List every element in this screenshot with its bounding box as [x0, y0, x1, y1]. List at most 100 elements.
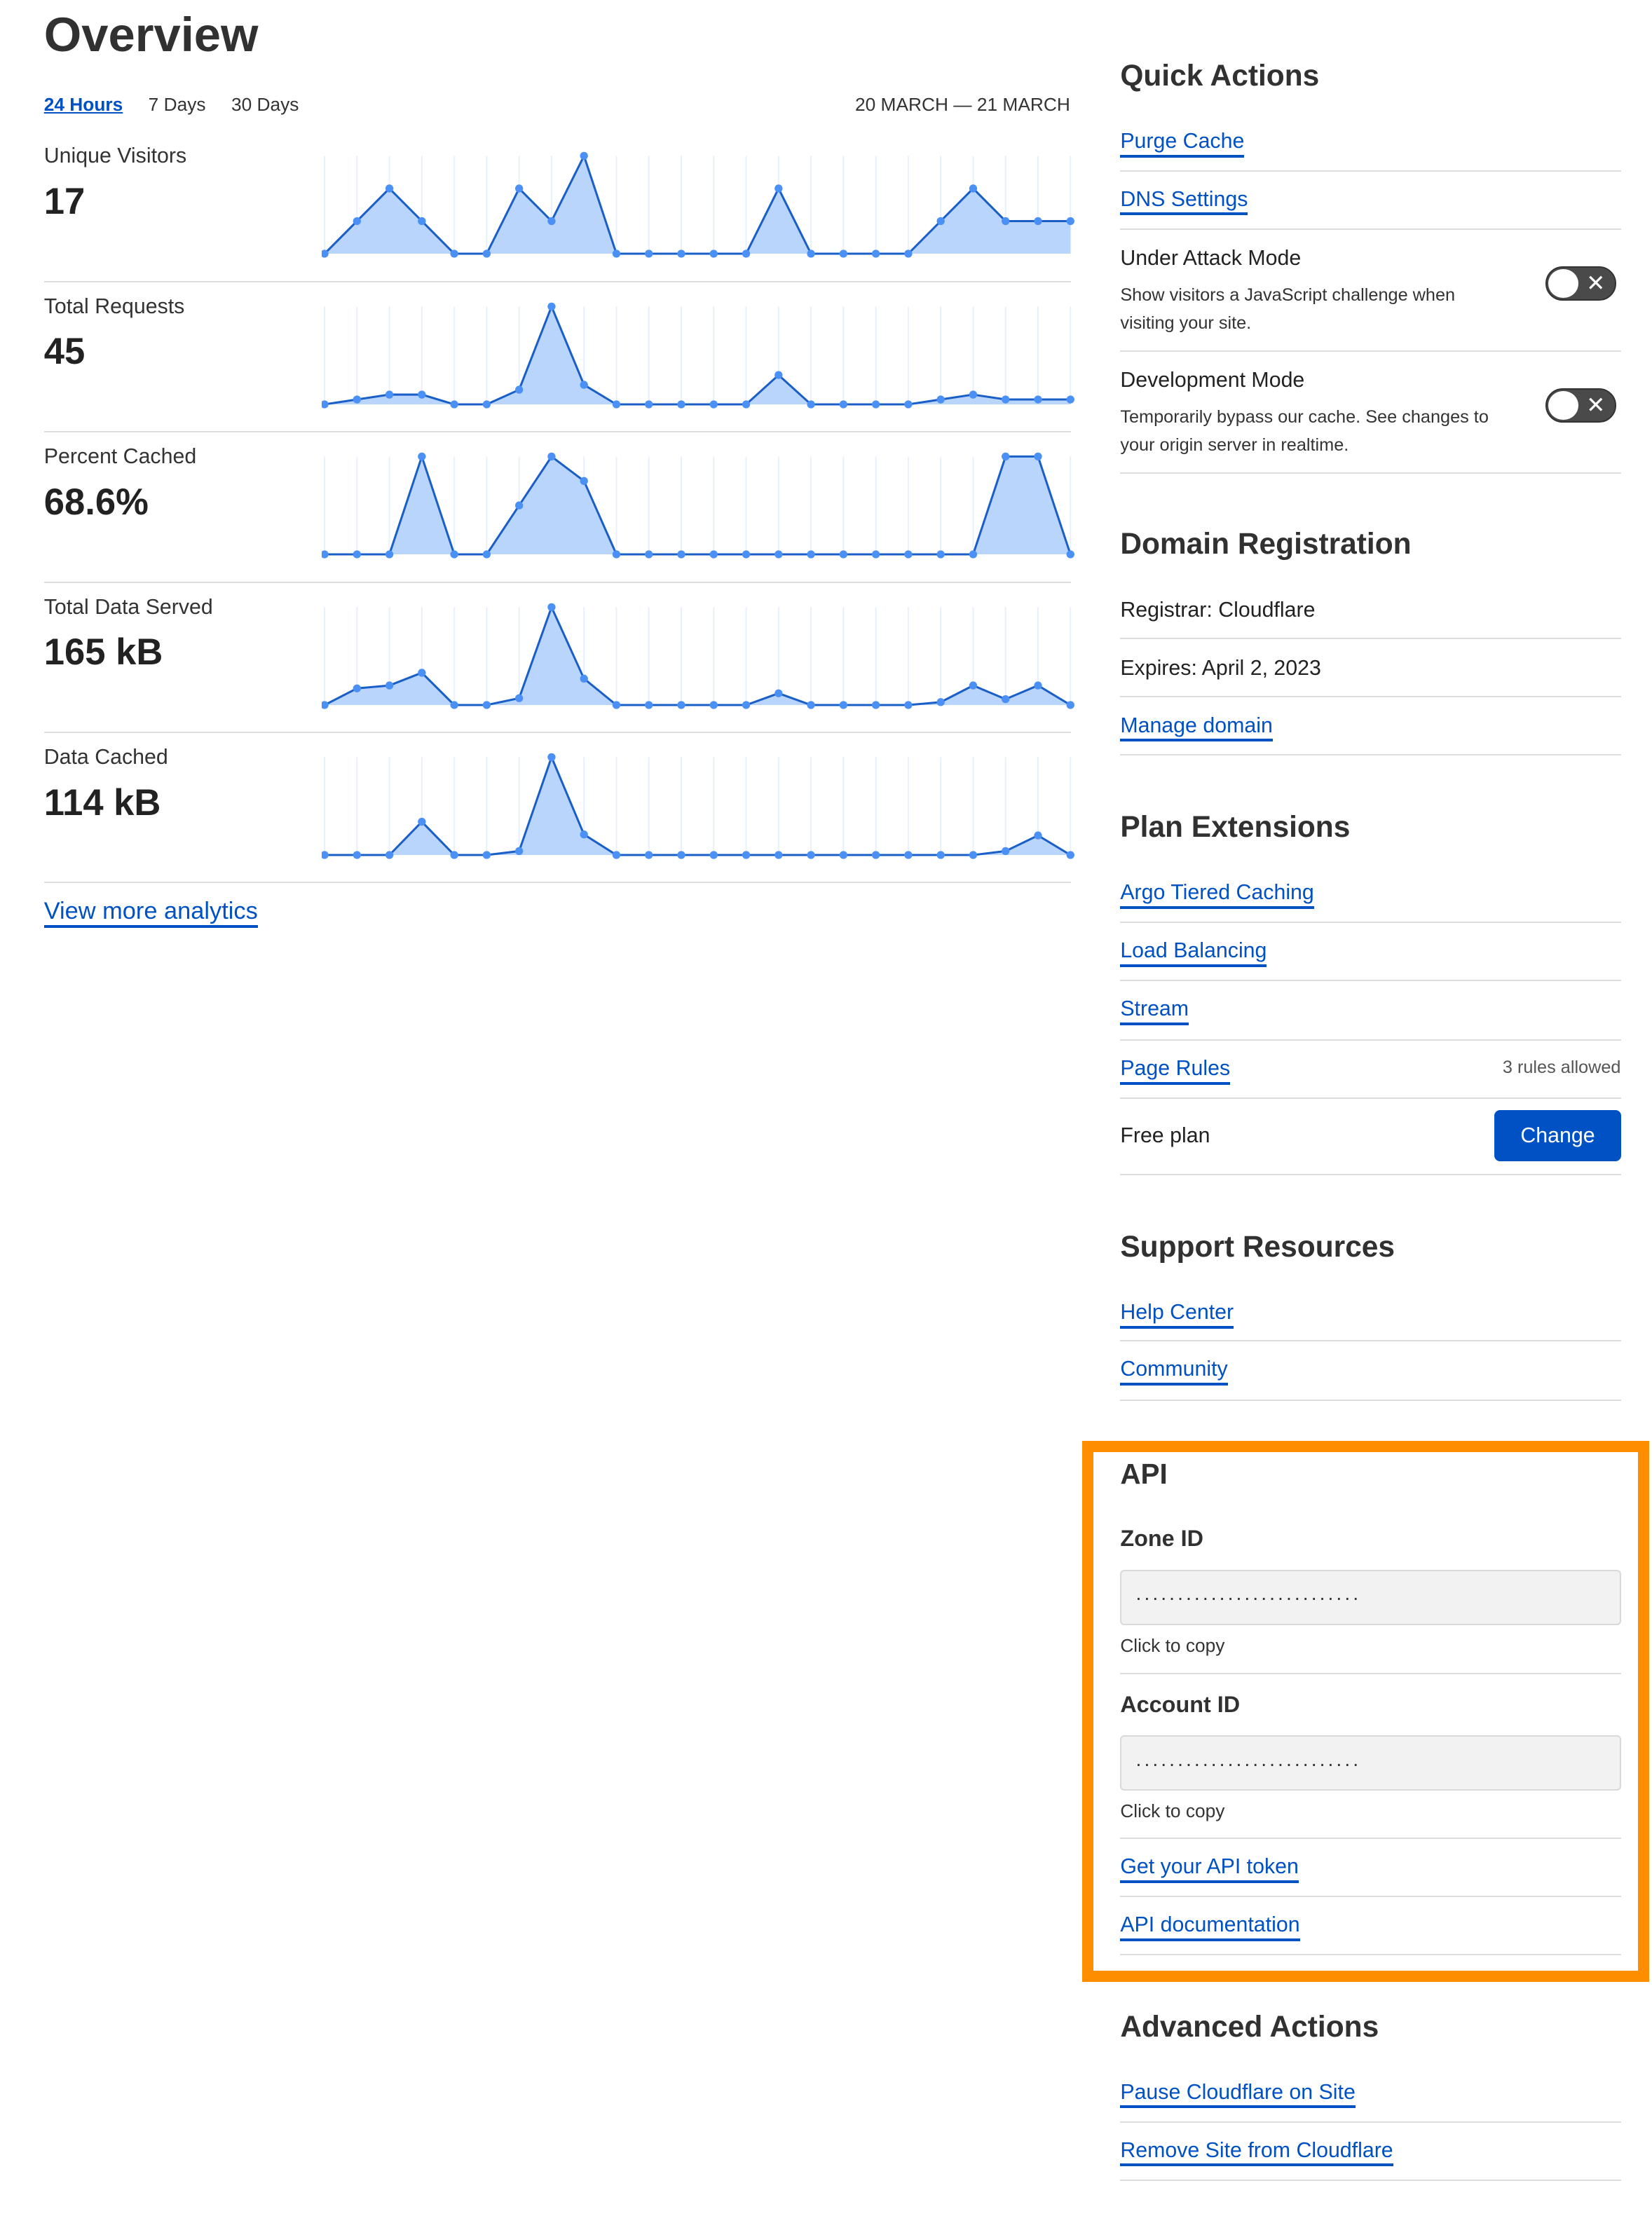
manage-domain-link[interactable]: Manage domain	[1120, 713, 1273, 742]
data-point[interactable]	[677, 550, 685, 559]
data-point[interactable]	[418, 217, 426, 226]
remove-site-link[interactable]: Remove Site from Cloudflare	[1120, 2138, 1393, 2167]
data-point[interactable]	[936, 851, 946, 859]
data-point[interactable]	[742, 249, 751, 258]
data-point[interactable]	[1066, 700, 1075, 709]
data-point[interactable]	[969, 184, 978, 193]
data-point[interactable]	[645, 399, 653, 409]
data-point[interactable]	[322, 700, 329, 709]
data-point[interactable]	[872, 700, 880, 709]
data-point[interactable]	[872, 851, 880, 859]
data-point[interactable]	[1034, 395, 1042, 404]
data-point[interactable]	[774, 851, 783, 859]
data-point[interactable]	[774, 371, 783, 379]
data-point[interactable]	[613, 851, 621, 859]
data-point[interactable]	[1002, 217, 1010, 226]
data-point[interactable]	[547, 753, 556, 762]
data-point[interactable]	[1034, 452, 1042, 461]
data-point[interactable]	[322, 249, 329, 258]
data-point[interactable]	[1002, 452, 1010, 461]
data-point[interactable]	[547, 302, 556, 310]
data-point[interactable]	[709, 550, 718, 559]
data-point[interactable]	[385, 390, 394, 399]
data-point[interactable]	[969, 390, 978, 399]
data-point[interactable]	[872, 550, 880, 559]
data-point[interactable]	[580, 151, 589, 160]
data-point[interactable]	[807, 851, 816, 859]
data-point[interactable]	[709, 399, 718, 409]
tab-30-days[interactable]: 30 Days	[231, 93, 299, 115]
data-point[interactable]	[613, 700, 621, 709]
data-point[interactable]	[353, 395, 362, 404]
data-point[interactable]	[515, 184, 524, 193]
pause-cloudflare-link[interactable]: Pause Cloudflare on Site	[1120, 2080, 1356, 2109]
data-point[interactable]	[936, 217, 946, 226]
data-point[interactable]	[385, 851, 394, 859]
data-point[interactable]	[645, 700, 653, 709]
api-docs-link[interactable]: API documentation	[1120, 1913, 1300, 1941]
data-point[interactable]	[418, 817, 426, 826]
tab-24-hours[interactable]: 24 Hours	[43, 93, 123, 115]
data-point[interactable]	[353, 550, 362, 559]
data-point[interactable]	[482, 399, 491, 409]
data-point[interactable]	[515, 501, 524, 509]
view-more-analytics-link[interactable]: View more analytics	[43, 898, 258, 928]
data-point[interactable]	[322, 851, 329, 859]
data-point[interactable]	[904, 249, 913, 258]
data-point[interactable]	[1066, 550, 1075, 559]
under-attack-toggle[interactable]: ✕	[1545, 266, 1617, 301]
data-point[interactable]	[450, 550, 459, 559]
data-point[interactable]	[742, 700, 751, 709]
dev-mode-toggle[interactable]: ✕	[1545, 388, 1617, 423]
data-point[interactable]	[450, 700, 459, 709]
data-point[interactable]	[904, 851, 913, 859]
data-point[interactable]	[774, 184, 783, 193]
data-point[interactable]	[1034, 217, 1042, 226]
data-point[interactable]	[904, 550, 913, 559]
data-point[interactable]	[709, 851, 718, 859]
data-point[interactable]	[450, 399, 459, 409]
data-point[interactable]	[709, 700, 718, 709]
data-point[interactable]	[418, 668, 426, 677]
data-point[interactable]	[807, 249, 816, 258]
data-point[interactable]	[807, 399, 816, 409]
data-point[interactable]	[482, 851, 491, 859]
data-point[interactable]	[839, 249, 848, 258]
data-point[interactable]	[872, 249, 880, 258]
data-point[interactable]	[1002, 695, 1010, 703]
data-point[interactable]	[1034, 831, 1042, 840]
data-point[interactable]	[482, 550, 491, 559]
dns-settings-link[interactable]: DNS Settings	[1120, 187, 1248, 216]
page-rules-link[interactable]: Page Rules	[1120, 1056, 1231, 1085]
data-point[interactable]	[322, 399, 329, 409]
data-point[interactable]	[645, 550, 653, 559]
data-point[interactable]	[547, 217, 556, 226]
data-point[interactable]	[645, 851, 653, 859]
account-id-field[interactable]: ...........................	[1120, 1735, 1621, 1791]
data-point[interactable]	[547, 603, 556, 611]
data-point[interactable]	[385, 184, 394, 193]
data-point[interactable]	[353, 217, 362, 226]
data-point[interactable]	[677, 249, 685, 258]
data-point[interactable]	[969, 680, 978, 690]
data-point[interactable]	[742, 399, 751, 409]
data-point[interactable]	[482, 700, 491, 709]
change-plan-button[interactable]: Change	[1494, 1110, 1621, 1161]
data-point[interactable]	[613, 399, 621, 409]
data-point[interactable]	[515, 694, 524, 702]
data-point[interactable]	[839, 399, 848, 409]
data-point[interactable]	[1034, 680, 1042, 690]
data-point[interactable]	[872, 399, 880, 409]
data-point[interactable]	[677, 700, 685, 709]
data-point[interactable]	[1066, 217, 1075, 226]
data-point[interactable]	[936, 395, 946, 404]
data-point[interactable]	[450, 851, 459, 859]
argo-link[interactable]: Argo Tiered Caching	[1120, 880, 1314, 909]
data-point[interactable]	[613, 249, 621, 258]
data-point[interactable]	[322, 550, 329, 559]
data-point[interactable]	[580, 381, 589, 389]
data-point[interactable]	[580, 674, 589, 683]
data-point[interactable]	[839, 550, 848, 559]
data-point[interactable]	[580, 830, 589, 839]
data-point[interactable]	[1002, 847, 1010, 856]
